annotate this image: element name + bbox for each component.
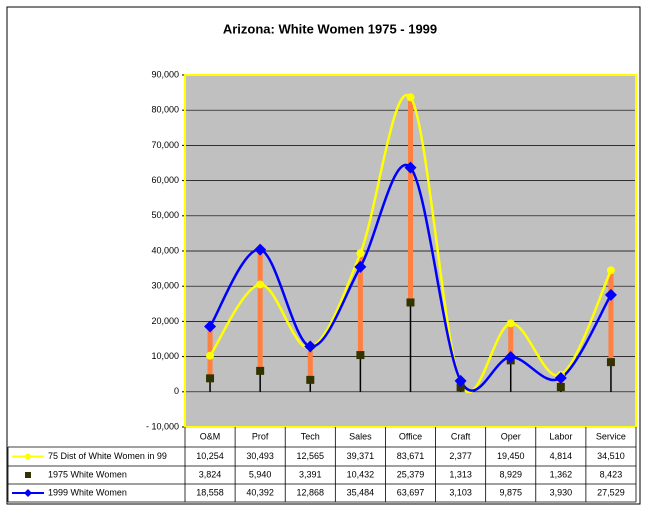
table-value: 35,484	[347, 487, 375, 497]
table-value: 30,493	[246, 451, 274, 461]
y-tick-label: 20,000	[151, 316, 179, 326]
table-value: 3,824	[199, 469, 222, 479]
y-tick-label: 50,000	[151, 210, 179, 220]
point	[606, 266, 615, 275]
x-tick-label: Oper	[501, 431, 521, 441]
plot-border	[184, 74, 637, 428]
point	[456, 383, 465, 392]
legend-marker	[24, 489, 32, 497]
table-value: 18,558	[196, 487, 224, 497]
y-tick-label: 40,000	[151, 245, 179, 255]
legend-marker	[25, 453, 31, 460]
table-value: 5,940	[249, 469, 272, 479]
table-value: 3,103	[449, 487, 472, 497]
x-tick-label: O&M	[200, 431, 221, 441]
y-tick-label: 70,000	[151, 140, 179, 150]
table-value: 25,379	[397, 469, 425, 479]
table-value: 2,377	[449, 451, 472, 461]
point	[506, 319, 515, 328]
y-tick-label: 30,000	[151, 281, 179, 291]
table-value: 1,362	[550, 469, 573, 479]
y-tick-label: 0	[174, 386, 179, 396]
table-value: 10,432	[347, 469, 375, 479]
table-value: 27,529	[597, 487, 625, 497]
table-value: 1,313	[449, 469, 472, 479]
legend-marker	[25, 472, 31, 478]
table-value: 83,671	[397, 451, 425, 461]
point	[454, 374, 467, 387]
y-tick-label: - 10,000	[146, 421, 179, 431]
x-tick-label: Office	[399, 431, 422, 441]
y-tick-label: 10,000	[151, 351, 179, 361]
table-value: 12,868	[297, 487, 325, 497]
legend-label: 1975 White Women	[48, 469, 127, 479]
y-tick-label: 90,000	[151, 69, 179, 79]
point	[254, 243, 267, 256]
point	[606, 358, 615, 367]
point	[406, 298, 415, 307]
point	[504, 351, 517, 364]
table-value: 8,423	[600, 469, 623, 479]
table-value: 40,392	[246, 487, 274, 497]
point	[406, 93, 415, 102]
point	[256, 280, 265, 289]
table-value: 63,697	[397, 487, 425, 497]
table-value: 3,930	[550, 487, 573, 497]
point	[204, 320, 217, 333]
y-tick-label: 60,000	[151, 175, 179, 185]
point	[304, 340, 317, 353]
table-value: 3,391	[299, 469, 322, 479]
x-tick-label: Prof	[252, 431, 269, 441]
chart-title: Arizona: White Women 1975 - 1999	[223, 21, 437, 36]
x-tick-label: Tech	[301, 431, 320, 441]
y-tick-label: 80,000	[151, 105, 179, 115]
point	[556, 383, 565, 392]
table-value: 19,450	[497, 451, 525, 461]
table-value: 4,814	[550, 451, 573, 461]
point	[354, 260, 367, 273]
point	[306, 375, 315, 384]
x-tick-label: Sales	[349, 431, 372, 441]
point	[356, 351, 365, 360]
point	[604, 288, 617, 301]
table-value: 10,254	[196, 451, 224, 461]
point	[554, 371, 567, 384]
legend-label: 75 Dist of White Women in 99	[48, 451, 167, 461]
table-value: 39,371	[347, 451, 375, 461]
table-value: 12,565	[297, 451, 325, 461]
point	[404, 161, 417, 174]
point	[256, 366, 265, 375]
series-line	[209, 93, 613, 394]
point	[206, 374, 215, 383]
legend-label: 1999 White Women	[48, 487, 127, 497]
x-tick-label: Craft	[451, 431, 471, 441]
point	[206, 351, 215, 360]
x-tick-label: Service	[596, 431, 626, 441]
point	[356, 249, 365, 258]
x-tick-label: Labor	[549, 431, 572, 441]
table-value: 34,510	[597, 451, 625, 461]
table-value: 8,929	[499, 469, 522, 479]
table-value: 9,875	[499, 487, 522, 497]
